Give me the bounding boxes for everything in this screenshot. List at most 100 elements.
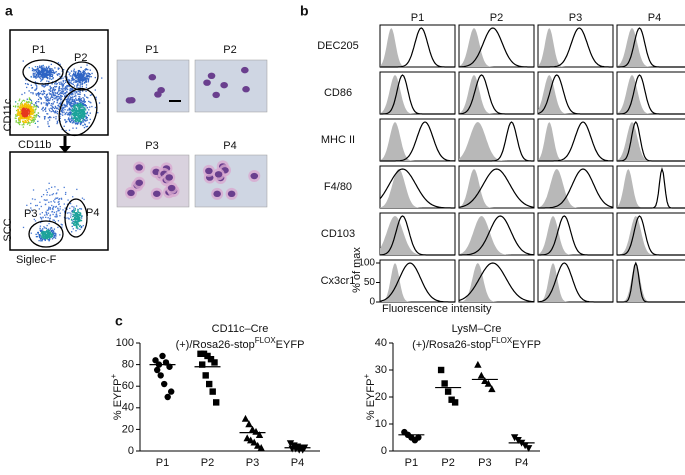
flow-dot: [87, 78, 89, 80]
flow-dot: [80, 110, 82, 112]
flow-dot: [70, 102, 72, 104]
flow-dot: [22, 115, 24, 117]
flow-dot: [87, 76, 89, 78]
flow-dot: [23, 105, 26, 107]
flow-dot: [43, 66, 45, 68]
flow-dot: [50, 73, 53, 75]
flow-dot: [72, 103, 74, 105]
flow-dot: [26, 83, 29, 85]
flow-dot: [19, 113, 21, 115]
flow-dot: [48, 240, 50, 242]
stain-histogram: [617, 215, 685, 256]
isotype-histogram: [538, 263, 613, 302]
flow-dot: [82, 102, 85, 104]
flow-dot: [80, 81, 82, 84]
flow-dot: [70, 109, 72, 111]
flow-dot: [61, 91, 63, 93]
flow-dot: [70, 219, 73, 221]
flow-dot: [38, 70, 40, 72]
flow-dot: [81, 109, 83, 112]
panel-label: c: [115, 313, 123, 329]
flow-dot: [77, 102, 79, 104]
flow-dot: [45, 199, 47, 201]
flow-dot: [86, 116, 88, 119]
flow-dot: [52, 89, 55, 91]
x-tick-label: P2: [441, 457, 454, 469]
flow-dot: [38, 208, 40, 210]
flow-dot: [78, 218, 80, 220]
flow-dot: [70, 106, 72, 108]
flow-dot: [29, 109, 32, 111]
isotype-histogram: [538, 28, 613, 67]
flow-dot: [47, 228, 50, 230]
flow-dot: [49, 76, 51, 78]
data-point: [477, 371, 486, 379]
flow-dot: [66, 76, 68, 78]
flow-dot: [45, 236, 47, 238]
flow-dot: [72, 110, 75, 112]
flow-dot: [76, 217, 78, 219]
y-tick-label: 0: [381, 445, 387, 457]
flow-dot: [77, 209, 79, 211]
flow-dot: [17, 110, 20, 112]
flow-dot: [68, 107, 70, 110]
flow-dot: [54, 88, 57, 91]
flow-dot: [25, 105, 27, 107]
x-tick-label: P1: [405, 457, 418, 469]
data-point: [257, 444, 265, 451]
flow-dot: [44, 76, 46, 78]
flow-dot: [68, 82, 70, 84]
flow-dot: [80, 66, 82, 69]
column-label: P3: [569, 12, 582, 24]
flow-dot: [101, 77, 103, 79]
flow-dot: [29, 122, 31, 124]
flow-dot: [79, 106, 81, 109]
flow-dot: [72, 79, 74, 81]
flow-dot: [35, 73, 38, 76]
stain-histogram: [458, 168, 535, 208]
flow-dot: [60, 94, 62, 97]
flow-dot: [26, 100, 28, 103]
flow-dot: [18, 117, 20, 119]
flow-dot: [30, 99, 32, 102]
gate-label: P4: [86, 207, 99, 219]
flow-dot: [80, 83, 82, 85]
flow-dot: [25, 111, 28, 113]
flow-dot: [32, 108, 34, 110]
flow-dot: [66, 100, 68, 102]
flow-dot: [26, 112, 29, 115]
text-part: (+)/Rosa26-stop: [176, 339, 255, 351]
flow-dot: [39, 216, 42, 219]
flow-dot: [66, 91, 68, 94]
flow-dot: [80, 77, 82, 79]
flow-dot: [50, 233, 52, 235]
flow-dot: [62, 85, 65, 87]
flow-dot: [76, 123, 79, 125]
flow-dot: [55, 213, 58, 215]
flow-dot: [77, 114, 80, 116]
flow-dot: [87, 97, 89, 99]
text-part: FLOX: [491, 336, 513, 345]
flow-dot: [77, 81, 79, 83]
flow-dot: [73, 81, 75, 83]
flow-dot: [38, 239, 40, 242]
flow-dot: [70, 89, 72, 92]
x-tick-label: P3: [478, 457, 491, 469]
flow-dot: [33, 105, 36, 107]
flow-dot: [45, 67, 47, 69]
flow-dot: [90, 94, 93, 96]
flow-dot: [78, 75, 80, 77]
flow-dot: [57, 95, 59, 98]
flow-dot: [74, 119, 76, 122]
flow-dot: [40, 97, 42, 100]
flow-dot: [68, 119, 71, 121]
flow-dot: [24, 109, 26, 112]
flow-dot: [66, 90, 68, 93]
data-point: [157, 372, 164, 379]
flow-dot: [40, 74, 43, 76]
flow-dot: [24, 106, 26, 108]
arrow-head: [59, 146, 71, 153]
flow-dot: [48, 188, 50, 190]
flow-dot: [72, 96, 74, 98]
flow-dot: [15, 109, 18, 112]
